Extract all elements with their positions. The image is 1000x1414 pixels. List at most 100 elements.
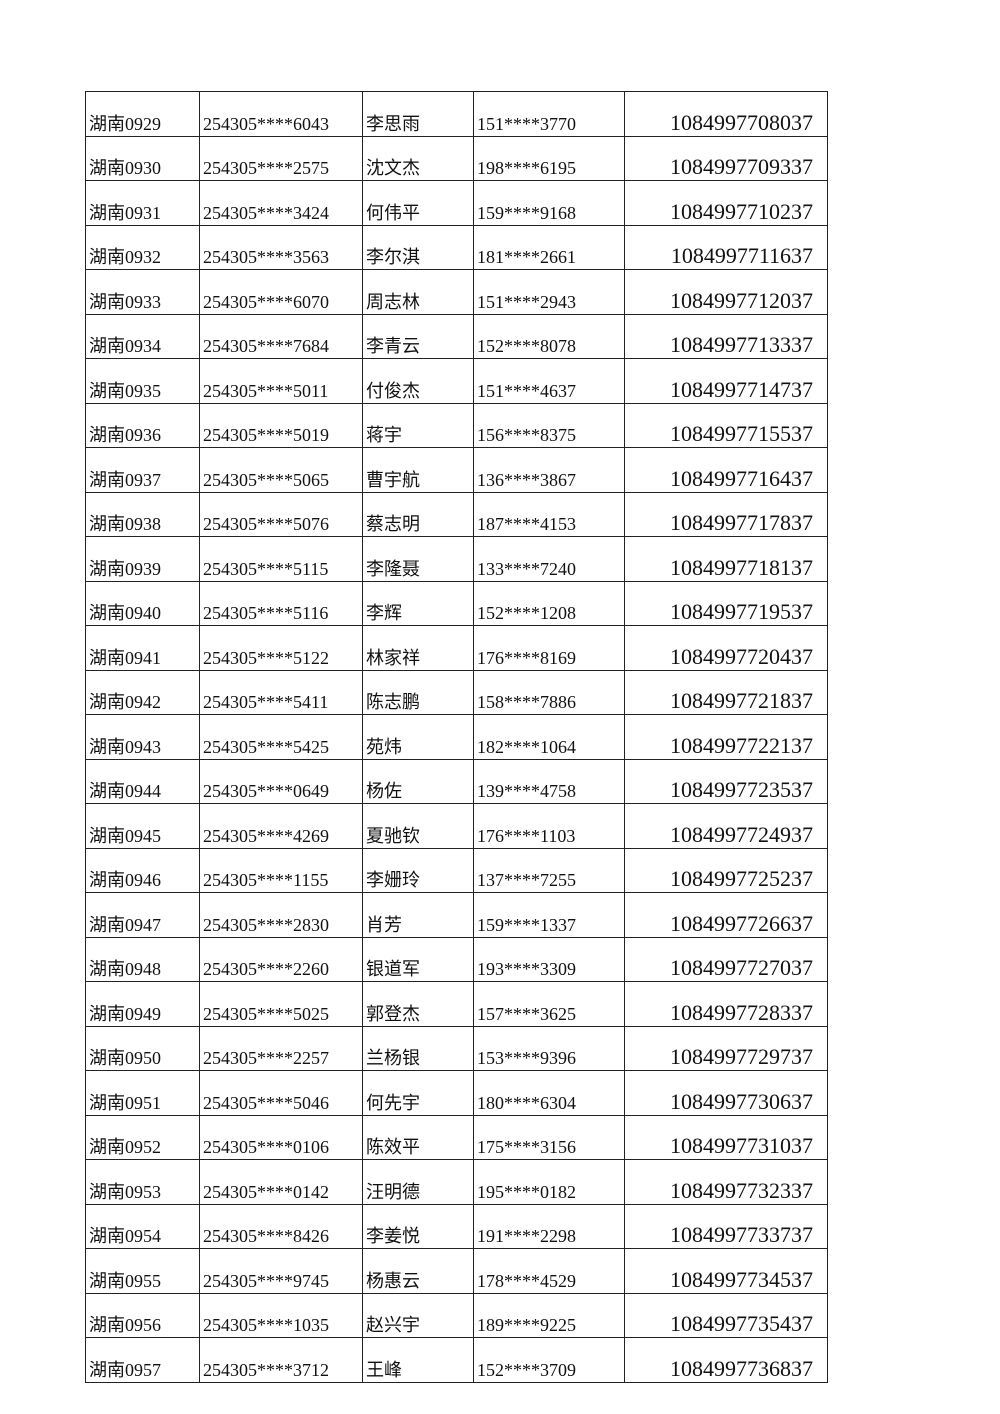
- cell-id-number: 254305****5019: [199, 402, 363, 448]
- cell-serial: 湖南0932: [85, 224, 200, 270]
- cell-id-number: 254305****7684: [199, 313, 363, 359]
- cell-phone: 181****2661: [473, 224, 625, 270]
- table-row: 湖南0929 254305****6043 李思雨 151****3770 108499…: [85, 91, 828, 137]
- cell-tracking-number: 1084997730637: [624, 1070, 828, 1116]
- table-row: 湖南0953 254305****0142 汪明德 195****0182 108499…: [85, 1159, 828, 1205]
- table-row: 湖南0940 254305****5116 李辉 152****1208 1084997…: [85, 580, 828, 626]
- cell-name: 付俊杰: [362, 358, 474, 404]
- cell-name: 何先宇: [362, 1070, 474, 1116]
- cell-serial: 湖南0941: [85, 625, 200, 671]
- cell-phone: 191****2298: [473, 1203, 625, 1249]
- cell-phone: 187****4153: [473, 491, 625, 537]
- cell-id-number: 254305****5115: [199, 536, 363, 582]
- cell-name: 李思雨: [362, 91, 474, 137]
- cell-phone: 176****8169: [473, 625, 625, 671]
- cell-tracking-number: 1084997712037: [624, 269, 828, 315]
- cell-tracking-number: 1084997714737: [624, 358, 828, 404]
- table-row: 湖南0957 254305****3712 王峰 152****3709 1084997…: [85, 1337, 828, 1383]
- cell-id-number: 254305****2830: [199, 892, 363, 938]
- cell-id-number: 254305****2260: [199, 936, 363, 982]
- cell-id-number: 254305****5011: [199, 358, 363, 404]
- cell-tracking-number: 1084997724937: [624, 803, 828, 849]
- cell-tracking-number: 1084997715537: [624, 402, 828, 448]
- roster-table: 湖南0929 254305****6043 李思雨 151****3770 108499…: [85, 91, 828, 1383]
- cell-serial: 湖南0945: [85, 803, 200, 849]
- cell-id-number: 254305****6070: [199, 269, 363, 315]
- cell-serial: 湖南0931: [85, 180, 200, 226]
- cell-phone: 178****4529: [473, 1248, 625, 1294]
- table-row: 湖南0937 254305****5065 曹宇航 136****3867 108499…: [85, 447, 828, 493]
- cell-id-number: 254305****6043: [199, 91, 363, 137]
- cell-phone: 182****1064: [473, 714, 625, 760]
- cell-tracking-number: 1084997725237: [624, 847, 828, 893]
- table-row: 湖南0930 254305****2575 沈文杰 198****6195 108499…: [85, 135, 828, 181]
- cell-name: 周志林: [362, 269, 474, 315]
- cell-id-number: 254305****5425: [199, 714, 363, 760]
- table-row: 湖南0952 254305****0106 陈效平 175****3156 108499…: [85, 1114, 828, 1160]
- cell-name: 赵兴宇: [362, 1292, 474, 1338]
- cell-tracking-number: 1084997731037: [624, 1114, 828, 1160]
- cell-id-number: 254305****3424: [199, 180, 363, 226]
- cell-name: 杨佐: [362, 758, 474, 804]
- cell-id-number: 254305****8426: [199, 1203, 363, 1249]
- cell-id-number: 254305****5116: [199, 580, 363, 626]
- cell-tracking-number: 1084997718137: [624, 536, 828, 582]
- cell-tracking-number: 1084997721837: [624, 669, 828, 715]
- cell-name: 蔡志明: [362, 491, 474, 537]
- cell-tracking-number: 1084997711637: [624, 224, 828, 270]
- cell-name: 苑炜: [362, 714, 474, 760]
- table-row: 湖南0944 254305****0649 杨佐 139****4758 1084997…: [85, 758, 828, 804]
- cell-name: 李隆聂: [362, 536, 474, 582]
- cell-serial: 湖南0957: [85, 1337, 200, 1383]
- cell-name: 银道军: [362, 936, 474, 982]
- cell-phone: 176****1103: [473, 803, 625, 849]
- cell-serial: 湖南0933: [85, 269, 200, 315]
- cell-name: 林家祥: [362, 625, 474, 671]
- cell-phone: 153****9396: [473, 1025, 625, 1071]
- table-row: 湖南0934 254305****7684 李青云 152****8078 108499…: [85, 313, 828, 359]
- cell-name: 王峰: [362, 1337, 474, 1383]
- cell-name: 蒋宇: [362, 402, 474, 448]
- cell-name: 李尔淇: [362, 224, 474, 270]
- cell-name: 夏驰钦: [362, 803, 474, 849]
- cell-phone: 136****3867: [473, 447, 625, 493]
- table-row: 湖南0942 254305****5411 陈志鹏 158****7886 108499…: [85, 669, 828, 715]
- cell-tracking-number: 1084997710237: [624, 180, 828, 226]
- cell-name: 李姜悦: [362, 1203, 474, 1249]
- table-row: 湖南0950 254305****2257 兰杨银 153****9396 108499…: [85, 1025, 828, 1071]
- cell-name: 郭登杰: [362, 981, 474, 1027]
- cell-tracking-number: 1084997728337: [624, 981, 828, 1027]
- cell-name: 汪明德: [362, 1159, 474, 1205]
- cell-name: 李青云: [362, 313, 474, 359]
- cell-phone: 156****8375: [473, 402, 625, 448]
- cell-phone: 195****0182: [473, 1159, 625, 1205]
- cell-serial: 湖南0936: [85, 402, 200, 448]
- cell-phone: 152****1208: [473, 580, 625, 626]
- cell-serial: 湖南0934: [85, 313, 200, 359]
- cell-id-number: 254305****5411: [199, 669, 363, 715]
- cell-serial: 湖南0935: [85, 358, 200, 404]
- cell-phone: 151****3770: [473, 91, 625, 137]
- cell-tracking-number: 1084997708037: [624, 91, 828, 137]
- cell-serial: 湖南0930: [85, 135, 200, 181]
- cell-serial: 湖南0942: [85, 669, 200, 715]
- cell-id-number: 254305****5046: [199, 1070, 363, 1116]
- cell-name: 沈文杰: [362, 135, 474, 181]
- cell-phone: 198****6195: [473, 135, 625, 181]
- cell-id-number: 254305****0142: [199, 1159, 363, 1205]
- table-row: 湖南0947 254305****2830 肖芳 159****1337 1084997…: [85, 892, 828, 938]
- cell-tracking-number: 1084997727037: [624, 936, 828, 982]
- cell-serial: 湖南0949: [85, 981, 200, 1027]
- cell-tracking-number: 1084997723537: [624, 758, 828, 804]
- table-row: 湖南0936 254305****5019 蒋宇 156****8375 1084997…: [85, 402, 828, 448]
- cell-serial: 湖南0950: [85, 1025, 200, 1071]
- table-row: 湖南0939 254305****5115 李隆聂 133****7240 108499…: [85, 536, 828, 582]
- table-row: 湖南0931 254305****3424 何伟平 159****9168 108499…: [85, 180, 828, 226]
- cell-tracking-number: 1084997734537: [624, 1248, 828, 1294]
- cell-tracking-number: 1084997733737: [624, 1203, 828, 1249]
- cell-serial: 湖南0944: [85, 758, 200, 804]
- cell-id-number: 254305****5025: [199, 981, 363, 1027]
- cell-serial: 湖南0943: [85, 714, 200, 760]
- cell-id-number: 254305****0106: [199, 1114, 363, 1160]
- cell-id-number: 254305****1155: [199, 847, 363, 893]
